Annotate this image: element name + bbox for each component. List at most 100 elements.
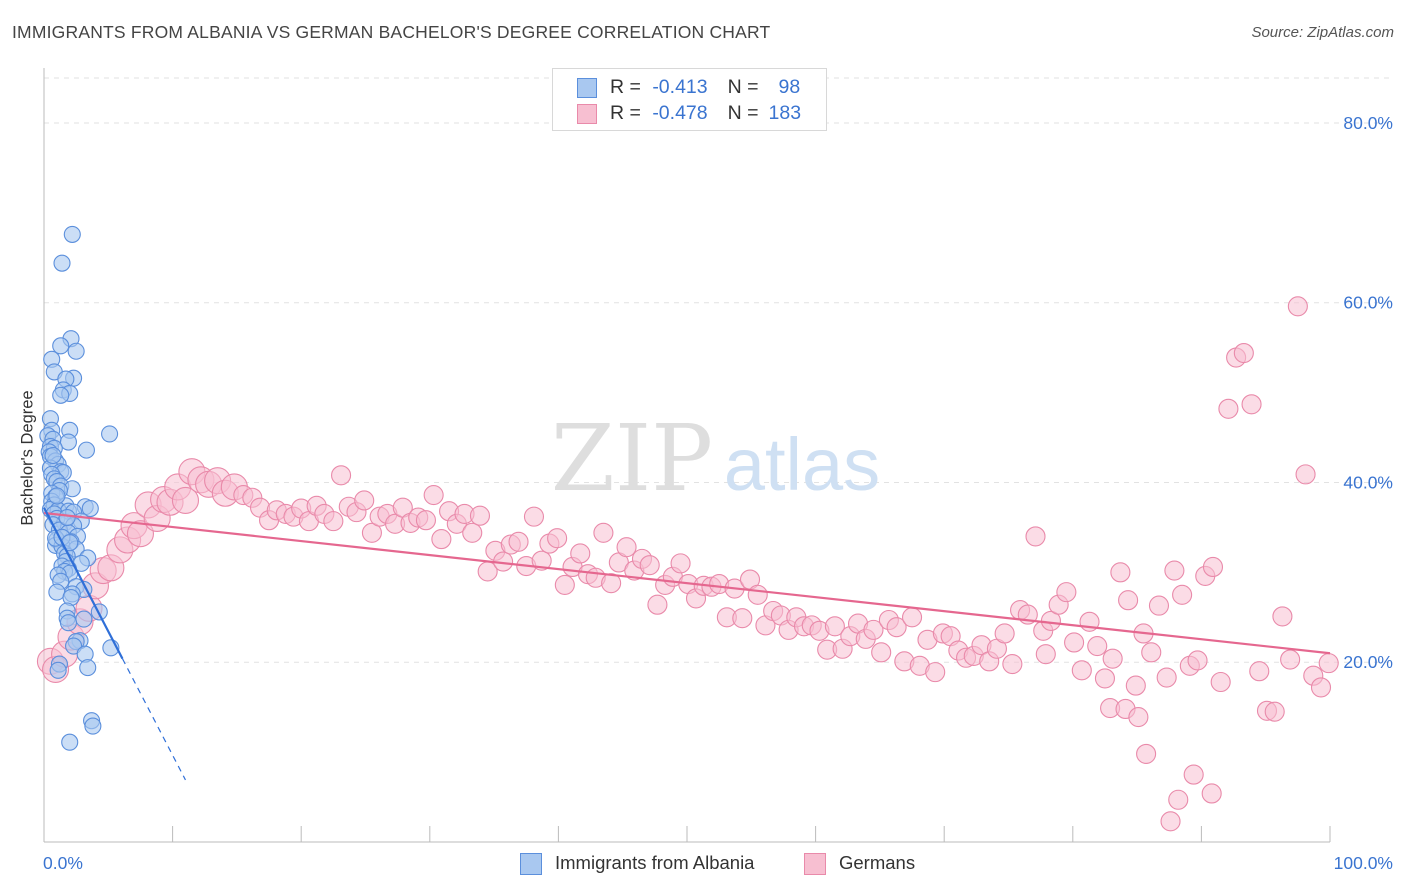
germans-point — [1141, 642, 1162, 663]
germans-point — [1128, 707, 1149, 728]
germans-point — [1087, 636, 1108, 657]
germans-point — [601, 573, 622, 594]
germans-point — [1064, 632, 1085, 653]
germans-point — [1287, 296, 1308, 317]
albania-point — [84, 717, 102, 735]
germans-point — [1164, 560, 1185, 581]
germans-point — [531, 550, 552, 571]
germans-point — [547, 528, 568, 549]
albania-point — [81, 499, 99, 518]
germans-point — [1156, 667, 1177, 688]
y-axis-label: Bachelor's Degree — [18, 390, 37, 526]
n-label: N = — [727, 76, 759, 98]
germans-point — [639, 555, 660, 576]
germans-point — [1136, 743, 1157, 764]
germans-point — [647, 594, 668, 615]
germans-point — [863, 619, 884, 640]
germans-point — [1280, 649, 1301, 670]
trend-lines — [43, 507, 1331, 781]
germans-swatch — [577, 104, 597, 124]
germans-point — [1168, 789, 1189, 810]
y-tick-label: 60.0% — [1343, 293, 1393, 313]
albania-point — [59, 614, 77, 632]
n-label: N = — [727, 102, 759, 124]
tick-labels: 20.0% 40.0% 60.0% 80.0% 0.0% 100.0% — [43, 113, 1393, 873]
albania-point — [67, 342, 85, 360]
germans-point — [1218, 398, 1239, 419]
albania-legend-swatch — [520, 853, 542, 875]
germans-point — [1002, 653, 1023, 675]
germans-point — [1125, 675, 1146, 696]
albania-trend-extension — [121, 658, 186, 781]
germans-legend-label: Germans — [839, 852, 916, 873]
germans-point — [508, 531, 529, 552]
albania-legend-label: Immigrants from Albania — [555, 852, 755, 873]
germans-point — [886, 617, 907, 638]
germans-point — [171, 486, 200, 514]
y-tick-label: 40.0% — [1343, 472, 1393, 492]
albania-point — [65, 637, 83, 655]
albania-point — [52, 386, 70, 404]
germans-legend-swatch — [804, 853, 826, 875]
watermark-zip: ZIP — [551, 405, 713, 512]
germans-point — [554, 574, 575, 595]
germans-point — [901, 607, 923, 628]
germans-trend-line — [43, 511, 1331, 655]
albania-point — [77, 441, 95, 459]
x-tick-label: 0.0% — [43, 853, 83, 873]
germans-point — [1172, 584, 1193, 605]
germans-point — [1035, 644, 1056, 665]
albania-point — [52, 337, 70, 355]
albania-point — [61, 733, 79, 751]
albania-n-value: 98 — [778, 76, 801, 98]
watermark-atlas: atlas — [724, 423, 880, 506]
germans-point — [1272, 606, 1293, 627]
r-label: R = — [610, 76, 641, 98]
germans-point — [462, 522, 483, 543]
albania-trend-line — [43, 507, 124, 660]
albania-point — [59, 433, 77, 451]
germans-point — [1102, 648, 1123, 669]
stats-legend: R = -0.413 N = 98 R = -0.478 N = 183 — [552, 68, 827, 131]
y-tick-label: 80.0% — [1343, 113, 1393, 133]
germans-point — [1187, 650, 1208, 671]
germans-point — [1148, 595, 1170, 616]
albania-series — [39, 225, 120, 751]
x-tick-label: 100.0% — [1334, 853, 1393, 873]
albania-point — [75, 610, 93, 628]
germans-point — [415, 510, 436, 531]
germans-n-value: 183 — [768, 102, 802, 124]
germans-point — [1071, 660, 1092, 681]
germans-point — [732, 608, 753, 629]
germans-point — [431, 529, 452, 550]
albania-point — [48, 487, 66, 505]
albania-point — [53, 254, 71, 272]
germans-point — [1233, 342, 1254, 364]
germans-point — [1201, 783, 1222, 804]
source-label: Source: ZipAtlas.com — [1251, 24, 1394, 41]
germans-point — [871, 642, 892, 663]
albania-point — [58, 508, 76, 527]
germans-point — [331, 465, 352, 486]
germans-point — [670, 553, 691, 574]
albania-r-value: -0.413 — [652, 76, 708, 98]
albania-swatch — [577, 78, 597, 98]
germans-point — [1160, 811, 1181, 832]
germans-point — [925, 662, 946, 683]
germans-point — [354, 490, 375, 511]
germans-point — [1025, 526, 1046, 547]
albania-point — [49, 661, 67, 679]
germans-point — [994, 623, 1015, 644]
watermark: ZIP atlas — [551, 405, 880, 512]
germans-point — [1210, 671, 1231, 693]
albania-point — [44, 446, 62, 465]
germans-point — [1118, 590, 1139, 611]
germans-point — [616, 537, 637, 558]
germans-point — [1241, 394, 1262, 415]
germans-point — [1183, 764, 1204, 785]
germans-point — [323, 511, 344, 532]
germans-point — [423, 485, 444, 506]
germans-point — [1310, 677, 1332, 698]
germans-point — [1056, 582, 1077, 603]
